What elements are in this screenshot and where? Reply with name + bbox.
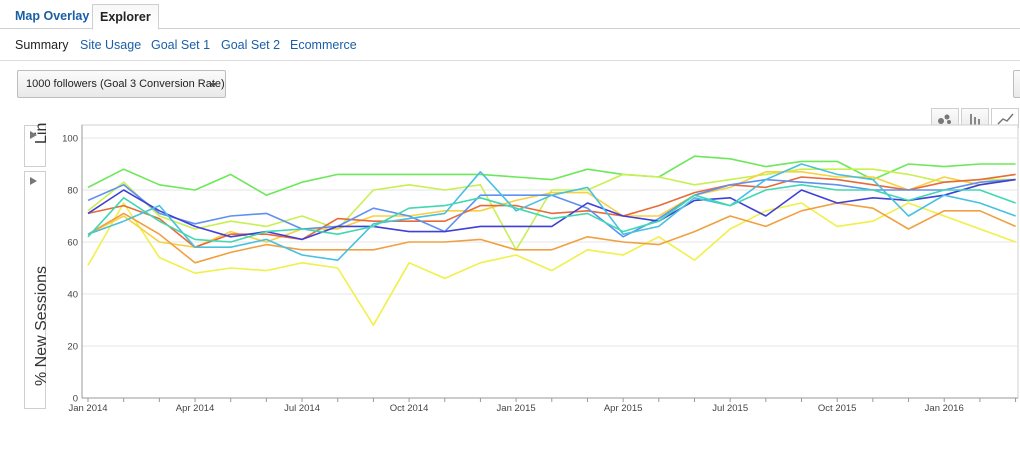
scale-toggle[interactable]: Lin [24, 123, 50, 167]
line-chart-icon [997, 113, 1014, 125]
x-tick-label: Oct 2015 [818, 403, 857, 414]
y-tick-label: 20 [67, 342, 78, 353]
subtab-goal-set-2[interactable]: Goal Set 2 [221, 38, 281, 52]
y-tick-label: 60 [67, 238, 78, 249]
subtab-site-usage[interactable]: Site Usage [80, 38, 142, 52]
x-tick-label: Oct 2014 [390, 403, 429, 414]
series-line-6 [87, 173, 1016, 248]
expand-arrow-icon [30, 177, 37, 185]
metric-selector[interactable]: 1000 followers (Goal 3 Conversion Rate) [17, 70, 226, 98]
bar-chart-icon [970, 114, 980, 125]
y-tick-label: 40 [67, 290, 78, 301]
top-tab-bar: Map Overlay Explorer [0, 0, 1020, 30]
right-edge-button[interactable] [1013, 70, 1020, 98]
metric-axis-toggle[interactable]: % New Sessions [24, 171, 50, 409]
expand-arrow-icon [30, 131, 37, 139]
bubble-chart-icon [938, 114, 951, 124]
x-tick-label: Jul 2015 [712, 403, 748, 414]
x-tick-label: Apr 2014 [176, 403, 215, 414]
y-tick-label: 80 [67, 186, 78, 197]
x-tick-label: Jan 2014 [68, 403, 107, 414]
x-tick-label: Jan 2015 [497, 403, 536, 414]
plot-area [81, 124, 1019, 399]
chevron-down-icon [209, 83, 217, 87]
subtab-summary[interactable]: Summary [15, 38, 69, 52]
series-line-10 [87, 184, 1016, 243]
x-tick-label: Jan 2016 [925, 403, 964, 414]
series-line-5 [87, 202, 1016, 264]
sub-tab-bar: Summary Site Usage Goal Set 1 Goal Set 2… [0, 29, 1020, 61]
tab-map-overlay[interactable]: Map Overlay [15, 9, 90, 23]
series-line-2 [87, 168, 1016, 251]
y-tick-label: 100 [62, 134, 78, 145]
subtab-ecommerce[interactable]: Ecommerce [290, 38, 357, 52]
series-line-1 [87, 155, 1016, 196]
y-tick-label: 0 [73, 394, 78, 405]
series-line-8 [87, 178, 1016, 241]
subtab-goal-set-1[interactable]: Goal Set 1 [151, 38, 211, 52]
series-line-3 [87, 202, 1016, 327]
x-tick-label: Apr 2015 [604, 403, 643, 414]
metric-selector-value: 1000 followers (Goal 3 Conversion Rate) [26, 78, 225, 90]
tab-explorer[interactable]: Explorer [92, 4, 159, 30]
x-tick-label: Jul 2014 [284, 403, 320, 414]
series-line-9 [87, 163, 1016, 262]
